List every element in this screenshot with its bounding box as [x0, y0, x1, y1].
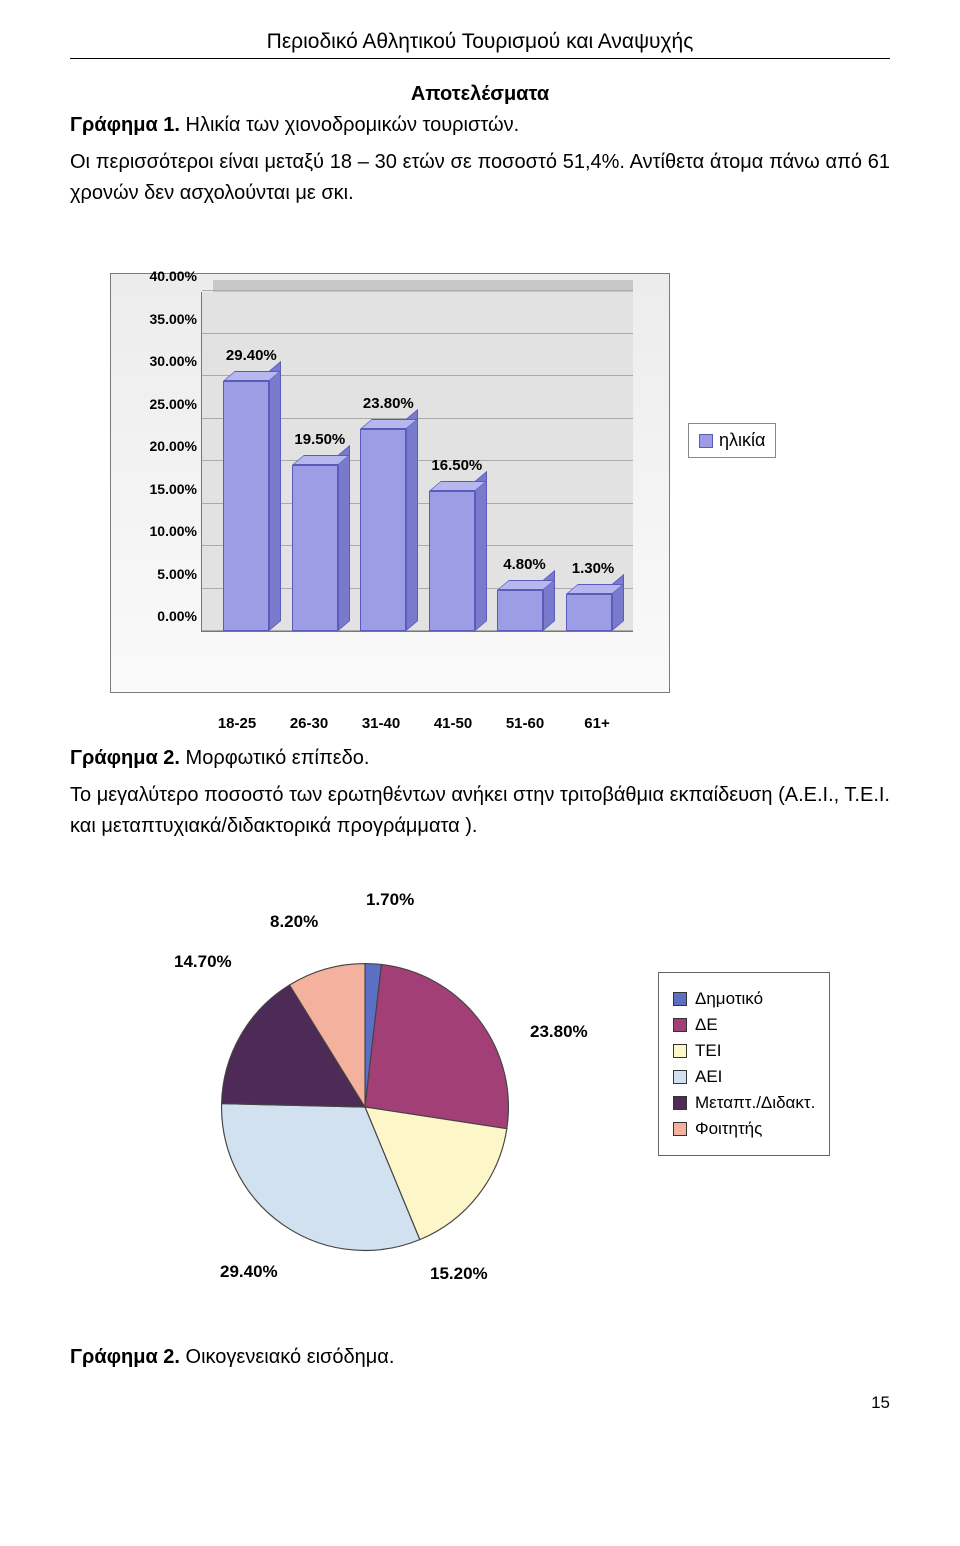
legend-swatch-icon — [673, 992, 687, 1006]
bar-chart: 29.40%19.50%23.80%16.50%4.80%1.30% 0.00%… — [110, 273, 890, 693]
legend-swatch-icon — [673, 1018, 687, 1032]
pie-legend-label: Δημοτικό — [695, 989, 763, 1009]
pie-legend-label: Φοιτητής — [695, 1119, 762, 1139]
pie-label: 8.20% — [270, 912, 318, 932]
bar-chart-legend-label: ηλικία — [719, 430, 765, 451]
pie-legend-row: Δημοτικό — [673, 989, 815, 1009]
fig2-title: Μορφωτικό επίπεδο. — [180, 747, 369, 769]
fig1-label: Γράφημα 1. — [70, 114, 180, 136]
bar-31-40: 23.80% — [349, 429, 418, 631]
pie-chart-area: 1.70% 8.20% 14.70% 23.80% 15.20% 29.40% — [130, 872, 630, 1312]
page-number: 15 — [70, 1393, 890, 1413]
bar-18-25: 29.40% — [212, 381, 281, 631]
pie-legend-label: ΑΕΙ — [695, 1067, 722, 1087]
pie-legend-label: ΤΕΙ — [695, 1041, 721, 1061]
journal-header: Περιοδικό Αθλητικού Τουρισμού και Αναψυχ… — [70, 30, 890, 59]
legend-swatch-icon — [673, 1070, 687, 1084]
pie-label: 29.40% — [220, 1262, 278, 1282]
pie-slice-ΔΕ — [365, 964, 508, 1128]
fig1-paragraph: Οι περισσότεροι είναι μεταξύ 18 – 30 ετώ… — [70, 147, 890, 209]
pie-legend-row: ΤΕΙ — [673, 1041, 815, 1061]
bar-51-60: 4.80% — [486, 590, 555, 631]
pie-chart: 1.70% 8.20% 14.70% 23.80% 15.20% 29.40% Δημοτ… — [130, 872, 890, 1312]
pie-chart-legend: Δημοτικό ΔΕ ΤΕΙ ΑΕΙ Μεταπτ./Διδακτ. Φοιτητής — [658, 972, 830, 1156]
pie-svg — [175, 942, 555, 1272]
fig1-title: Ηλικία των χιονοδρομικών τουριστών. — [180, 114, 519, 136]
legend-swatch-icon — [673, 1122, 687, 1136]
fig1-caption: Γράφημα 1. Ηλικία των χιονοδρομικών τουρ… — [70, 110, 890, 141]
pie-label: 23.80% — [530, 1022, 588, 1042]
pie-label: 14.70% — [174, 952, 232, 972]
legend-swatch-icon — [673, 1096, 687, 1110]
legend-swatch-icon — [673, 1044, 687, 1058]
section-title: Αποτελέσματα — [70, 83, 890, 106]
fig3-label: Γράφημα 2. — [70, 1346, 180, 1368]
pie-legend-label: ΔΕ — [695, 1015, 718, 1035]
pie-legend-row: ΑΕΙ — [673, 1067, 815, 1087]
fig2-paragraph: Το μεγαλύτερο ποσοστό των ερωτηθέντων αν… — [70, 780, 890, 842]
bar-chart-legend: ηλικία — [688, 423, 776, 458]
pie-legend-row: Μεταπτ./Διδακτ. — [673, 1093, 815, 1113]
bar-26-30: 19.50% — [281, 465, 350, 631]
pie-legend-row: ΔΕ — [673, 1015, 815, 1035]
legend-swatch-icon — [699, 434, 713, 448]
pie-legend-label: Μεταπτ./Διδακτ. — [695, 1093, 815, 1113]
bar-61+: 1.30% — [555, 594, 624, 631]
fig2-label: Γράφημα 2. — [70, 747, 180, 769]
bar-41-50: 16.50% — [418, 491, 487, 631]
pie-legend-row: Φοιτητής — [673, 1119, 815, 1139]
pie-label: 15.20% — [430, 1264, 488, 1284]
fig3-title: Οικογενειακό εισόδημα. — [180, 1346, 394, 1368]
fig3-caption: Γράφημα 2. Οικογενειακό εισόδημα. — [70, 1342, 890, 1373]
bar-chart-box: 29.40%19.50%23.80%16.50%4.80%1.30% 0.00%… — [110, 273, 670, 693]
pie-label: 1.70% — [366, 890, 414, 910]
fig2-caption: Γράφημα 2. Μορφωτικό επίπεδο. — [70, 743, 890, 774]
